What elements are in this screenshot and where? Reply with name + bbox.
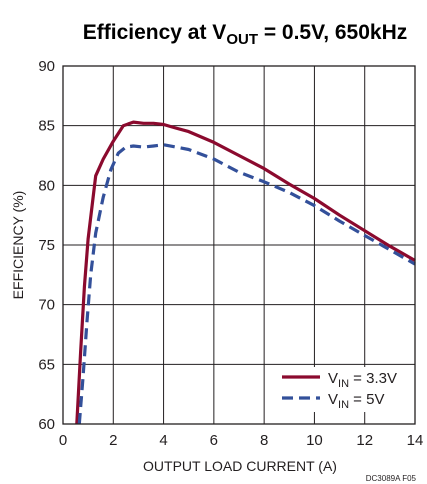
x-axis-label: OUTPUT LOAD CURRENT (A) (143, 458, 337, 474)
plot-frame (62, 65, 416, 425)
series-line-vin-3v3 (75, 120, 416, 425)
tick-labels: 0 2 4 6 8 10 12 14 60 65 70 75 80 85 90 (38, 58, 423, 449)
figure-code: DC3089A F05 (366, 474, 417, 483)
x-tick-label: 6 (210, 432, 218, 449)
legend-background (275, 367, 413, 412)
x-tick-label: 8 (260, 432, 268, 449)
plot-series (75, 120, 416, 425)
chart-title: Efficiency at VOUT = 0.5V, 650kHz (83, 21, 408, 48)
y-tick-label: 75 (38, 237, 55, 254)
y-tick-label: 65 (38, 356, 55, 373)
x-tick-label: 10 (306, 432, 323, 449)
x-tick-label: 12 (356, 432, 373, 449)
y-tick-label: 60 (38, 416, 55, 433)
y-tick-label: 90 (38, 58, 55, 75)
y-tick-label: 80 (38, 177, 55, 194)
x-tick-label: 14 (407, 432, 424, 449)
x-tick-label: 2 (109, 432, 117, 449)
x-tick-label: 4 (159, 432, 167, 449)
y-tick-label: 70 (38, 297, 55, 314)
legend: VIN = 3.3V VIN = 5V (275, 367, 413, 412)
x-tick-label: 0 (59, 432, 67, 449)
legend-label-vin-5v: VIN = 5V (328, 391, 384, 411)
y-axis-label: EFFICIENCY (%) (10, 191, 26, 300)
legend-label-vin-3v3: VIN = 3.3V (328, 370, 397, 390)
y-tick-label: 85 (38, 118, 55, 135)
